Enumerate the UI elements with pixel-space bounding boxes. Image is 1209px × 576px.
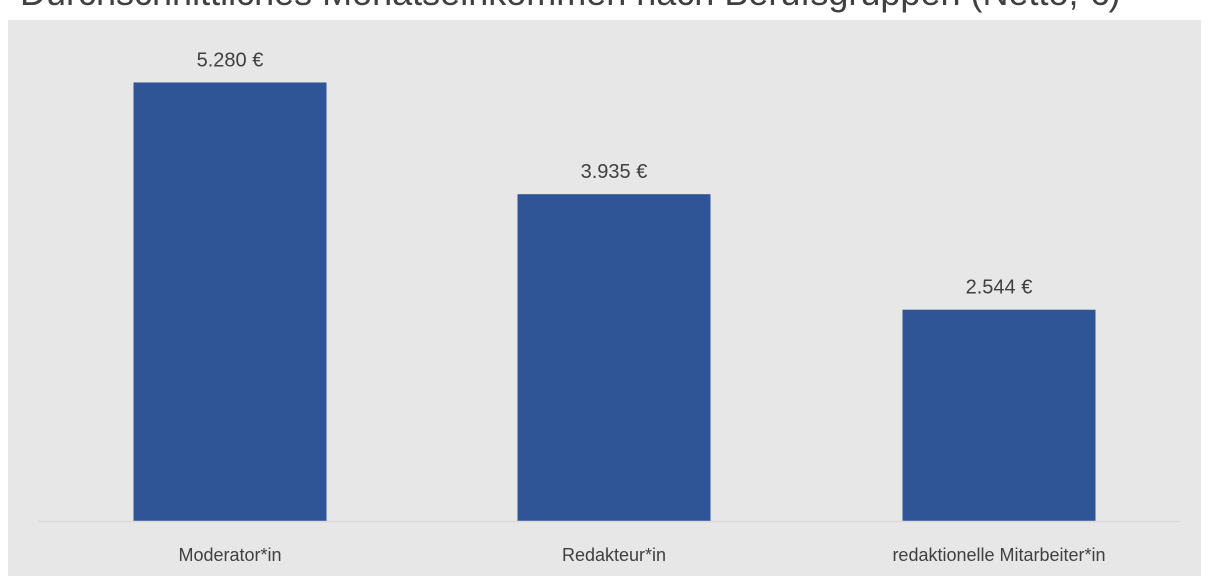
x-tick-label-2: redaktionelle Mitarbeiter*in xyxy=(892,545,1105,565)
x-tick-label-1: Redakteur*in xyxy=(562,545,666,565)
data-label-2: 2.544 € xyxy=(966,277,1033,299)
x-tick-label-0: Moderator*in xyxy=(178,545,281,565)
data-label-1: 3.935 € xyxy=(581,161,648,183)
chart-title: Durchschnittliches Monatseinkommen nach … xyxy=(20,0,1121,14)
bar-2 xyxy=(902,309,1096,521)
data-label-0: 5.280 € xyxy=(197,49,264,71)
bar-0 xyxy=(133,82,327,522)
bar-1 xyxy=(517,194,711,521)
